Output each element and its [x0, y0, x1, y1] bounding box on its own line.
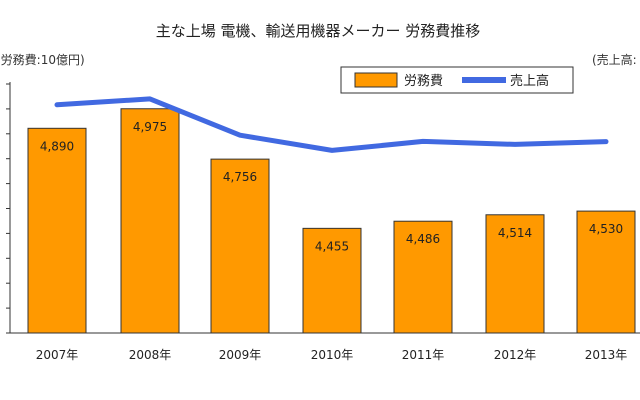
bar-2008年 [120, 108, 180, 334]
x-tick-label-2011年: 2011年 [402, 348, 445, 362]
data-label-2013年: 4,530 [589, 222, 623, 236]
data-label-2008年: 4,975 [133, 120, 167, 134]
line-series [54, 96, 609, 153]
data-label-2011年: 4,486 [406, 232, 440, 246]
x-tick-label-2008年: 2008年 [129, 348, 172, 362]
bar-2011年 [393, 220, 453, 334]
left-axis-unit-label: (労務費:10億円) [0, 52, 85, 67]
x-tick-label-2010年: 2010年 [311, 348, 354, 362]
x-tick-label-2009年: 2009年 [219, 348, 262, 362]
data-label-2010年: 4,455 [315, 239, 349, 253]
bar-2013年 [576, 210, 636, 334]
legend-swatch-bar [354, 72, 398, 88]
bar-2009年 [210, 158, 270, 334]
right-axis-unit-label: (売上高: [592, 52, 637, 67]
data-label-2012年: 4,514 [498, 226, 532, 240]
bar-series [27, 108, 636, 334]
x-tick-label-2013年: 2013年 [585, 348, 628, 362]
legend: 労務費 売上高 [340, 66, 574, 94]
data-label-2009年: 4,756 [223, 170, 257, 184]
x-axis-ticks: 2007年 2008年 2009年 2010年 2011年 2012年 2013年 [36, 348, 628, 362]
data-labels: 4,890 4,975 4,756 4,455 4,486 4,514 4,530 [40, 120, 623, 254]
bar-2007年 [27, 127, 87, 334]
x-tick-label-2012年: 2012年 [494, 348, 537, 362]
bar-2012年 [485, 214, 545, 334]
x-tick-label-2007年: 2007年 [36, 348, 79, 362]
chart-title: 主な上場 電機、輸送用機器メーカー 労務費推移 [156, 22, 481, 40]
legend-label-line: 売上高 [510, 73, 549, 89]
data-label-2007年: 4,890 [40, 139, 74, 153]
legend-label-bar: 労務費 [404, 74, 443, 89]
bar-2010年 [302, 227, 362, 334]
